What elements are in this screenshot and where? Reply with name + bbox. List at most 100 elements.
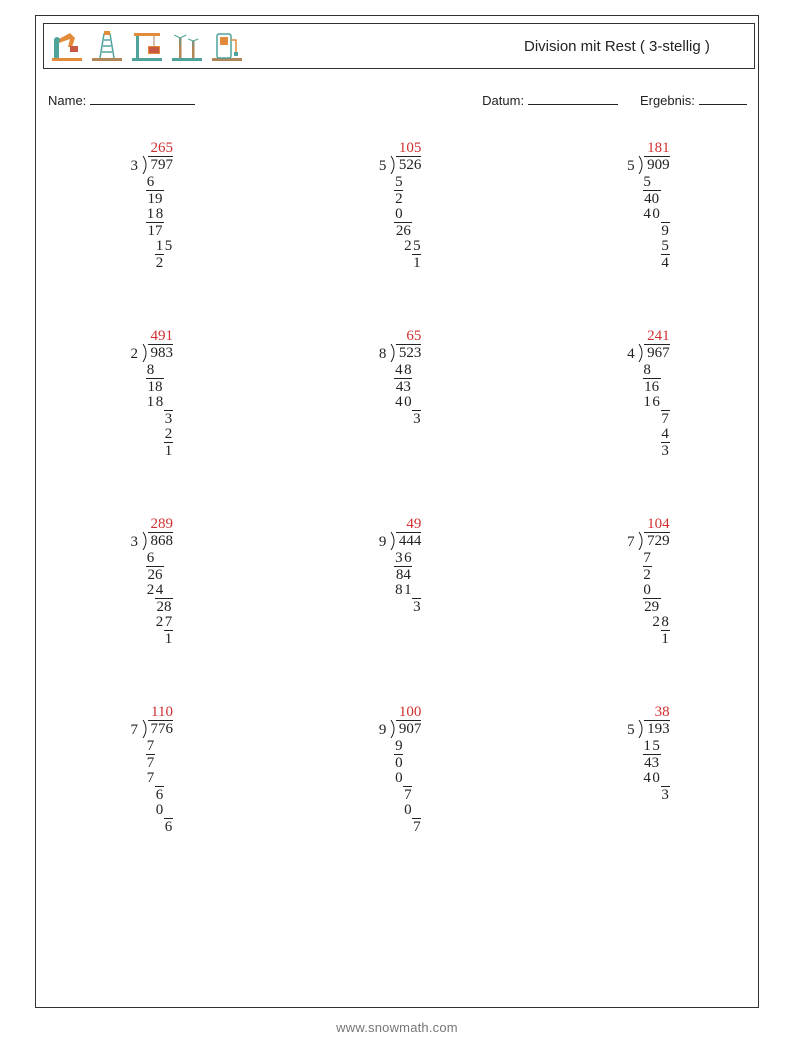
division-problem: 4994443684813	[343, 516, 423, 646]
digit-cell: 0	[394, 770, 403, 786]
work-row: 8	[592, 362, 670, 378]
work-row: 0	[343, 802, 421, 818]
digit-cell: 6	[146, 174, 155, 190]
work-row: 1	[95, 442, 173, 458]
robot-arm-icon	[50, 28, 84, 62]
work-row: 40	[592, 206, 670, 222]
divisor-dividend-line: 5909	[592, 157, 672, 174]
subtraction-bar: 26	[146, 566, 164, 582]
digit-cell: 8	[146, 362, 155, 378]
subtraction-bar: 0	[394, 754, 403, 770]
empty-cell	[643, 786, 652, 802]
empty-cell	[164, 206, 173, 222]
subtraction-bar: 7	[412, 818, 421, 834]
dividend: 444	[396, 532, 422, 549]
subtraction-bar: 29	[643, 598, 661, 614]
digit-cell: 0	[403, 394, 412, 410]
subtraction-bar: 84	[394, 566, 412, 582]
empty-cell	[412, 566, 421, 582]
work-row: 5	[592, 174, 670, 190]
work-row: 5	[592, 238, 670, 254]
empty-cell	[164, 550, 173, 566]
divisor-dividend-line: 8523	[343, 345, 423, 362]
empty-cell	[643, 410, 652, 426]
empty-cell	[155, 362, 164, 378]
digit-cell: 6	[652, 394, 661, 410]
empty-cell	[661, 566, 670, 582]
divisor: 9	[368, 534, 386, 551]
digit-cell: 8	[155, 206, 164, 222]
work-row: 16	[592, 378, 670, 394]
quotient: 105	[343, 140, 423, 157]
digit-cell: 5	[652, 738, 661, 754]
division-problem: 104772972029281	[592, 516, 672, 646]
footer-url: www.snowmath.com	[0, 1020, 794, 1035]
divisor: 5	[617, 722, 635, 739]
empty-cell	[403, 598, 412, 614]
empty-cell	[412, 190, 421, 206]
division-bracket-icon	[638, 344, 646, 362]
digit-cell: 1	[155, 238, 164, 254]
divisor-dividend-line: 7729	[592, 533, 672, 550]
digit-cell: 0	[652, 206, 661, 222]
empty-cell	[164, 786, 173, 802]
empty-cell	[412, 378, 421, 394]
work-row: 0	[592, 582, 670, 598]
crane-icon	[130, 28, 164, 62]
empty-cell	[652, 174, 661, 190]
work-row: 7	[343, 786, 421, 802]
empty-cell	[661, 770, 670, 786]
empty-cell	[146, 598, 155, 614]
divisor-dividend-line: 5 526	[343, 157, 423, 174]
empty-cell	[164, 754, 173, 770]
empty-cell	[146, 614, 155, 630]
empty-cell	[155, 754, 164, 770]
wind-turbine-icon	[170, 28, 204, 62]
empty-cell	[652, 362, 661, 378]
empty-cell	[643, 442, 652, 458]
subtraction-bar: 1	[164, 442, 173, 458]
empty-cell	[164, 582, 173, 598]
empty-cell	[146, 786, 155, 802]
work-row: 1	[95, 630, 173, 646]
subtraction-bar: 3	[412, 598, 421, 614]
quotient: 241	[592, 328, 672, 345]
empty-cell	[643, 426, 652, 442]
blank-result	[699, 93, 747, 105]
digit-cell: 8	[394, 582, 403, 598]
division-problem: 26537976191817152	[95, 140, 175, 270]
empty-cell	[652, 238, 661, 254]
dividend: 868	[148, 532, 174, 549]
empty-cell	[661, 378, 670, 394]
work-row: 3	[343, 410, 421, 426]
digit-cell: 4	[643, 206, 652, 222]
divisor: 5	[368, 158, 386, 175]
empty-cell	[652, 254, 661, 270]
digit-cell: 2	[155, 614, 164, 630]
empty-cell	[155, 426, 164, 442]
work-row: 7	[95, 754, 173, 770]
quotient: 49	[343, 516, 423, 533]
empty-cell	[412, 206, 421, 222]
subtraction-bar: 17	[146, 222, 164, 238]
subtraction-bar: 9	[661, 222, 670, 238]
quotient: 110	[95, 704, 175, 721]
subtraction-bar: 4	[661, 254, 670, 270]
divisor: 7	[617, 534, 635, 551]
work-row: 2	[95, 254, 173, 270]
dividend: 526	[396, 156, 422, 173]
empty-cell	[155, 442, 164, 458]
work-row: 27	[95, 614, 173, 630]
work-row: 6	[95, 174, 173, 190]
division-problem: 3851931543403	[592, 704, 672, 834]
subtraction-bar: 1	[412, 254, 421, 270]
dividend: 193	[644, 720, 670, 737]
divisor-dividend-line: 7776	[95, 721, 175, 738]
empty-cell	[394, 238, 403, 254]
empty-cell	[643, 614, 652, 630]
header-bar: Division mit Rest ( 3-stellig )	[43, 23, 755, 69]
divisor: 8	[368, 346, 386, 363]
division-problem: 1009907900707	[343, 704, 423, 834]
division-bracket-icon	[390, 720, 398, 738]
work-row: 6	[95, 786, 173, 802]
